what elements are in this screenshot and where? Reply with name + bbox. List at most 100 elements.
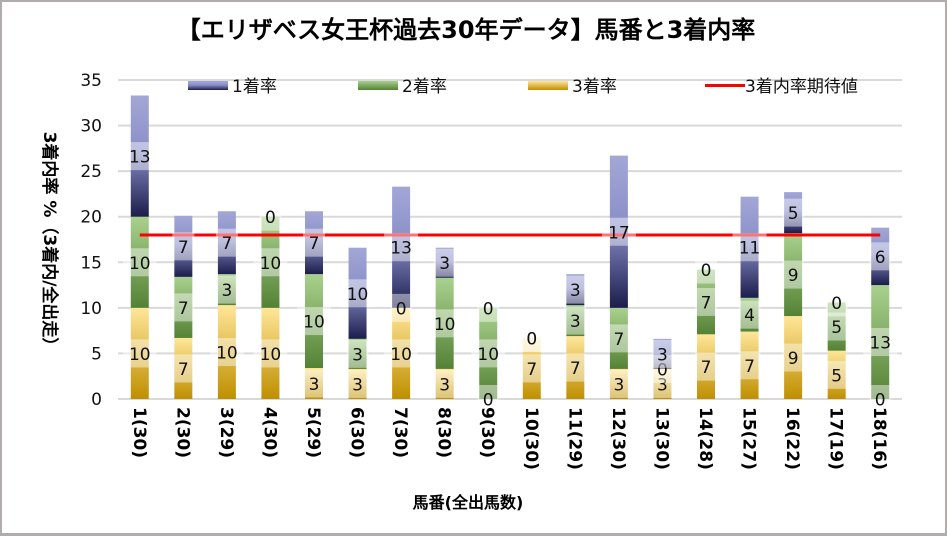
data-label-box: [651, 354, 674, 383]
data-label-box: [122, 339, 157, 368]
x-tick-label: 6(30): [347, 407, 367, 458]
data-label: 9: [788, 266, 799, 286]
data-label: 0: [831, 294, 842, 314]
y-tick-label: 10: [80, 299, 102, 319]
data-label: 10: [347, 285, 369, 305]
x-tick-label: 2(30): [172, 407, 192, 458]
data-label: 7: [178, 238, 189, 258]
bar-segment-green: [784, 233, 803, 317]
data-label: 3: [221, 281, 232, 301]
bars: [130, 95, 890, 399]
y-tick-label: 5: [91, 344, 102, 364]
data-label-box: [471, 339, 506, 368]
bar-segment-navy: [130, 95, 149, 217]
data-label: 0: [396, 299, 407, 319]
bar-segment-navy: [566, 274, 585, 306]
data-label-box: [172, 293, 195, 322]
data-label-box: [172, 232, 195, 261]
bar-segment-green: [348, 338, 367, 369]
x-tick-label: 13(30): [651, 407, 671, 470]
x-tick-label: 7(30): [390, 407, 410, 458]
data-label-box: [869, 385, 892, 413]
x-tick-label: 9(30): [477, 407, 497, 458]
x-tick-label: 1(30): [129, 407, 149, 458]
data-label: 4: [744, 306, 755, 326]
data-label: 3: [570, 312, 581, 332]
gridlines: [118, 79, 902, 400]
x-tick-label: 8(30): [434, 407, 454, 458]
data-label-box: [695, 255, 717, 284]
data-label-box: [384, 339, 419, 368]
bar-segment-navy: [305, 211, 323, 275]
bar-segment-green: [217, 274, 236, 306]
data-label-box: [297, 307, 331, 336]
data-label-box: [172, 354, 195, 383]
bar-segment-green: [566, 305, 585, 337]
y-tick-label: 20: [80, 208, 102, 228]
data-label: 6: [875, 248, 886, 268]
data-label: 7: [178, 360, 189, 380]
data-label: 3: [613, 375, 624, 395]
data-label: 10: [129, 254, 151, 274]
x-tick-label: 10(30): [521, 407, 541, 470]
y-tick-label: 25: [80, 162, 102, 182]
data-label: 7: [613, 330, 624, 350]
data-label-box: [738, 300, 761, 329]
data-label: 3: [352, 345, 363, 365]
data-label-box: [122, 142, 157, 171]
data-label-box: [346, 339, 369, 368]
bar-segment-navy: [392, 186, 411, 308]
data-label: 0: [657, 360, 668, 380]
y-axis-title: 3着内率 %（3着内/全出走）: [39, 132, 60, 355]
bar-segment-navy: [740, 196, 759, 298]
data-label-box: [825, 312, 848, 341]
bar-segment-navy: [348, 247, 367, 339]
legend: 1着率 2着率 3着率 3着内率期待値: [188, 77, 858, 97]
y-tick-label: 35: [80, 71, 102, 91]
x-tick-label: 18(16): [869, 407, 889, 470]
bar-segment-gold: [130, 307, 149, 399]
bar-segment-navy: [174, 215, 193, 277]
data-label-box: [738, 351, 761, 380]
legend-swatch-3rd: [528, 81, 568, 90]
data-label: 17: [608, 223, 630, 243]
bar-segment-gold: [697, 334, 715, 399]
x-axis-ticks: 1(30) 2(30) 3(29) 4(30) 5(29) 6(30) 7(30) 8(30)…: [129, 407, 889, 470]
data-label: 5: [831, 366, 842, 386]
data-label-box: [433, 248, 456, 277]
data-label: 13: [390, 239, 412, 259]
x-tick-label: 11(29): [564, 407, 584, 470]
legend-label-3rd: 3着率: [572, 77, 617, 97]
bar-segment-navy: [871, 227, 890, 286]
data-label: 7: [526, 360, 537, 380]
data-label: 10: [260, 345, 282, 365]
x-tick-label: 17(19): [826, 407, 846, 470]
data-label: 3: [439, 375, 450, 395]
data-label: 3: [657, 345, 668, 365]
data-label-box: [520, 354, 543, 383]
data-label-box: [384, 233, 419, 262]
legend-swatch-1st: [188, 81, 228, 90]
data-label: 3: [570, 281, 581, 301]
legend-label-expected: 3着内率期待値: [745, 77, 858, 97]
data-label: 7: [744, 357, 755, 377]
x-tick-label: 15(27): [739, 407, 759, 470]
data-label: 5: [788, 204, 799, 224]
bar-segment-green: [609, 307, 628, 369]
x-tick-label: 12(30): [608, 407, 628, 470]
bar-segment-gold: [174, 337, 193, 399]
data-label: 11: [739, 239, 761, 259]
data-label-box: [651, 339, 674, 368]
bar-segment-green: [697, 269, 715, 335]
bar-segment-navy: [435, 247, 454, 278]
data-label: 10: [129, 345, 151, 365]
bar-segment-gold: [653, 368, 672, 399]
data-label-box: [732, 233, 767, 262]
data-label-box: [303, 228, 325, 257]
data-label: 3: [352, 375, 363, 395]
bar-segment-green: [871, 285, 890, 399]
data-label: 10: [390, 345, 412, 365]
bar-segment-gold: [827, 350, 846, 399]
x-tick-label: 3(29): [216, 407, 236, 458]
data-label: 10: [260, 254, 282, 274]
